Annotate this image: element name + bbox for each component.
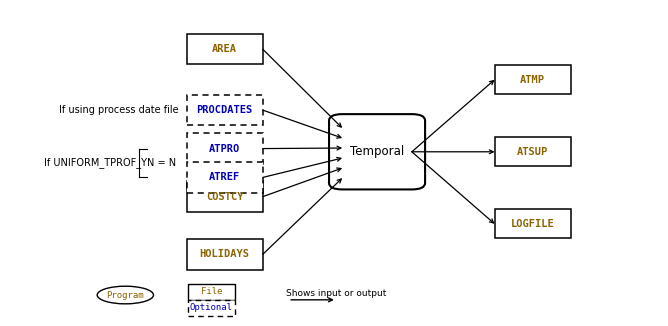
Text: ATSUP: ATSUP	[517, 147, 548, 157]
FancyBboxPatch shape	[186, 133, 263, 164]
Ellipse shape	[97, 286, 154, 304]
Text: If UNIFORM_TPROF_YN = N: If UNIFORM_TPROF_YN = N	[44, 157, 176, 169]
FancyBboxPatch shape	[494, 210, 571, 238]
Text: Temporal: Temporal	[350, 145, 404, 158]
FancyBboxPatch shape	[186, 162, 263, 193]
FancyBboxPatch shape	[186, 95, 263, 126]
Text: Shows input or output: Shows input or output	[287, 289, 387, 298]
Text: File: File	[200, 287, 222, 296]
Text: Program: Program	[106, 290, 144, 300]
FancyBboxPatch shape	[186, 34, 263, 65]
Text: AREA: AREA	[212, 44, 237, 54]
Text: ATPRO: ATPRO	[209, 143, 240, 154]
Text: HOLIDAYS: HOLIDAYS	[200, 249, 250, 259]
FancyBboxPatch shape	[188, 300, 234, 316]
Text: PROCDATES: PROCDATES	[196, 105, 253, 115]
FancyBboxPatch shape	[186, 182, 263, 212]
FancyBboxPatch shape	[494, 137, 571, 166]
Text: ATMP: ATMP	[520, 75, 545, 85]
Text: LOGFILE: LOGFILE	[511, 219, 554, 229]
FancyBboxPatch shape	[329, 114, 425, 189]
Text: COSTCY: COSTCY	[206, 192, 243, 202]
Text: Optional: Optional	[190, 303, 233, 312]
FancyBboxPatch shape	[186, 239, 263, 270]
Text: If using process date file: If using process date file	[59, 105, 179, 115]
Text: ATREF: ATREF	[209, 172, 240, 183]
FancyBboxPatch shape	[494, 65, 571, 94]
FancyBboxPatch shape	[188, 284, 234, 300]
